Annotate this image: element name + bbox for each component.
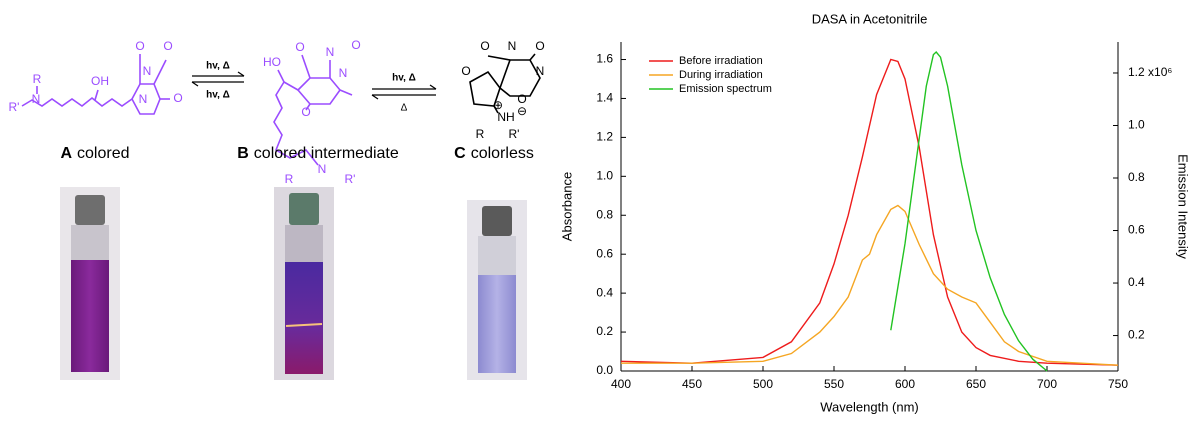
- series-line: [621, 60, 1118, 366]
- x-tick-label: 400: [611, 377, 631, 391]
- atom-label: N: [318, 162, 327, 176]
- chart-title: DASA in Acetonitrile: [812, 11, 928, 26]
- atom-label: O: [351, 38, 360, 52]
- legend-label: During irradiation: [679, 69, 763, 81]
- y-tick-label: 1.2: [596, 130, 613, 144]
- photo-a: [60, 187, 120, 380]
- y-axis-label: Absorbance: [559, 172, 574, 241]
- chart: DASA in Acetonitrile 400 450 500 550 600 650 70…: [559, 11, 1190, 414]
- atom-label: OH: [91, 74, 109, 88]
- atom-label: R: [33, 72, 42, 86]
- y-tick-label: 0.6: [596, 246, 613, 260]
- y-tick-label: 1.4: [596, 91, 613, 105]
- atom-label: N: [508, 39, 517, 53]
- atom-label: R': [9, 100, 20, 114]
- structure-c: [470, 54, 540, 113]
- atom-label: R: [285, 172, 294, 186]
- atom-label: N: [326, 45, 335, 59]
- y-tick-label: 0.0: [596, 363, 613, 377]
- atom-label: HO: [263, 55, 281, 69]
- atom-label: R: [476, 127, 485, 141]
- atom-label: O: [480, 39, 489, 53]
- atom-label: O: [173, 91, 182, 105]
- y2-tick-label: 0.8: [1128, 170, 1145, 184]
- y2-tick-label: 1.0: [1128, 118, 1145, 132]
- atom-label: O: [461, 64, 470, 78]
- atom-label: R': [345, 172, 356, 186]
- molecule-caption-text: colorless: [471, 145, 534, 162]
- x-axis-label: Wavelength (nm): [820, 399, 919, 414]
- y-tick-label: 0.2: [596, 324, 613, 338]
- arrow-label: hv, Δ: [392, 73, 416, 84]
- y2-tick-label: 1.2 x10⁶: [1128, 65, 1172, 79]
- atom-label: N: [32, 92, 41, 106]
- x-tick-label: 500: [753, 377, 773, 391]
- y-tick-label: 0.8: [596, 207, 613, 221]
- y2-tick-label: 0.6: [1128, 223, 1145, 237]
- photo-b: [274, 187, 334, 380]
- series-line: [891, 52, 1047, 371]
- arrow-label: Δ: [401, 103, 408, 114]
- x-tick-label: 700: [1037, 377, 1057, 391]
- y-tick-label: 1.0: [596, 168, 613, 182]
- atom-label: ⊖: [517, 104, 527, 118]
- atom-label: N: [339, 66, 348, 80]
- atom-label: O: [535, 39, 544, 53]
- legend-label: Emission spectrum: [679, 83, 772, 95]
- x-tick-label: 550: [824, 377, 844, 391]
- y-tick-label: 0.4: [596, 285, 613, 299]
- y2-tick-label: 0.2: [1128, 328, 1145, 342]
- atom-label: O: [295, 40, 304, 54]
- x-tick-label: 650: [966, 377, 986, 391]
- legend-label: Before irradiation: [679, 55, 763, 67]
- molecule-caption-text: colored intermediate: [254, 145, 399, 162]
- atom-label: N: [536, 64, 545, 78]
- atom-label: NH: [497, 110, 514, 124]
- molecule-caption-text: colored: [77, 145, 129, 162]
- atom-label: N: [139, 92, 148, 106]
- x-tick-label: 600: [895, 377, 915, 391]
- molecule-letter: A: [60, 145, 72, 162]
- photo-c: [467, 200, 527, 380]
- arrow-label: hv, Δ: [206, 90, 230, 101]
- arrow-label: hv, Δ: [206, 61, 230, 72]
- figure: RNR'OHONONOAcoloredHOONONORNR'Bcolored i…: [0, 0, 1193, 417]
- atom-label: O: [163, 39, 172, 53]
- y2-tick-label: 0.4: [1128, 275, 1145, 289]
- atom-label: ⊕: [493, 98, 503, 112]
- y-tick-label: 1.6: [596, 52, 613, 66]
- y2-axis-label: Emission Intensity: [1176, 154, 1191, 259]
- atom-label: O: [301, 105, 310, 119]
- x-tick-label: 450: [682, 377, 702, 391]
- x-tick-label: 750: [1108, 377, 1128, 391]
- molecule-letter: B: [237, 145, 249, 162]
- series-line: [621, 206, 1118, 366]
- molecule-letter: C: [454, 145, 466, 162]
- atom-label: O: [135, 39, 144, 53]
- atom-label: N: [143, 64, 152, 78]
- atom-label: R': [509, 127, 520, 141]
